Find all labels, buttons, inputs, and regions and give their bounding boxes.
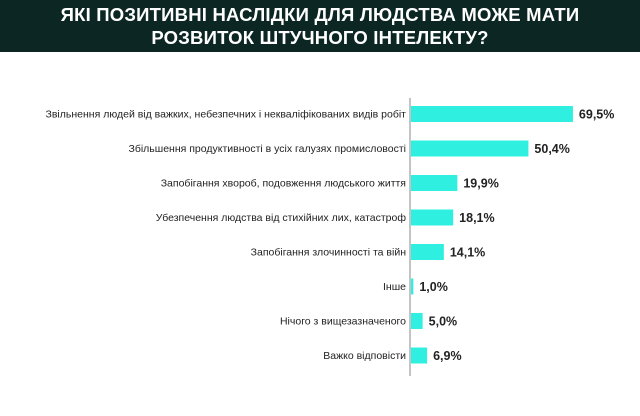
chart-title-line-1: ЯКІ ПОЗИТИВНІ НАСЛІДКИ ДЛЯ ЛЮДСТВА МОЖЕ … [60, 4, 580, 25]
chart-title-line-2: РОЗВИТОК ШТУЧНОГО ІНТЕЛЕКТУ? [151, 27, 489, 48]
bar [411, 278, 414, 295]
category-label: Нічого з вищезазначеного [280, 316, 406, 328]
bar [411, 140, 529, 157]
data-label: 18,1% [459, 211, 494, 225]
data-label: 6,9% [433, 349, 462, 363]
bars-group: Звільнення людей від важких, небезпечних… [46, 106, 614, 364]
category-label: Важко відповісти [323, 350, 406, 362]
bar [411, 244, 444, 260]
category-label: Запобігання злочинності та війн [251, 247, 407, 259]
category-label: Запобігання хвороб, подовження людського… [161, 178, 406, 190]
bar [411, 209, 454, 226]
category-label: Убезпечення людства від стихійних лих, к… [156, 212, 407, 224]
bar [411, 313, 423, 329]
category-label: Інше [383, 281, 406, 293]
data-label: 50,4% [534, 142, 569, 156]
data-label: 19,9% [463, 177, 498, 191]
data-label: 1,0% [419, 280, 448, 294]
data-label: 14,1% [450, 246, 485, 260]
data-label: 5,0% [429, 315, 458, 329]
bar [411, 175, 458, 191]
title-banner: ЯКІ ПОЗИТИВНІ НАСЛІДКИ ДЛЯ ЛЮДСТВА МОЖЕ … [0, 0, 640, 52]
category-label: Звільнення людей від важких, небезпечних… [46, 109, 407, 121]
data-label: 69,5% [579, 108, 614, 122]
bar [411, 106, 573, 122]
bar [411, 347, 428, 364]
category-label: Збільшення продуктивності в усіх галузях… [128, 143, 406, 155]
